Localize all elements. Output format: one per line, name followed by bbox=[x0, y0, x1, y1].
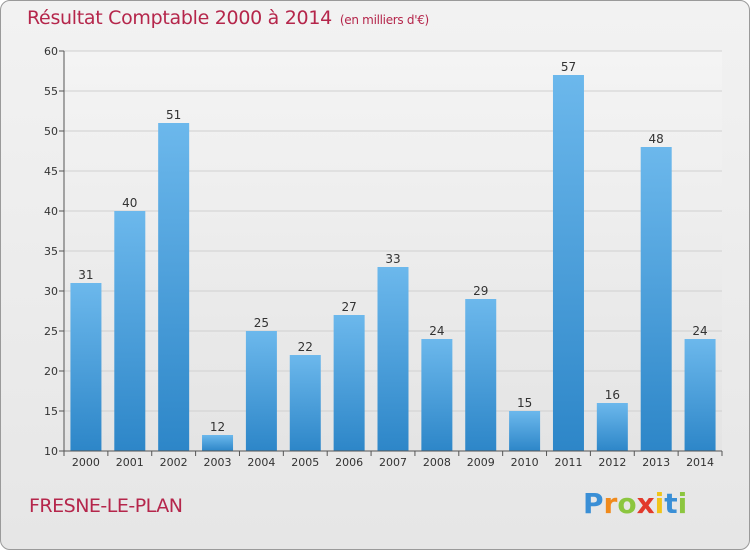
bar-2005 bbox=[289, 355, 321, 451]
bar-2001 bbox=[114, 211, 146, 451]
logo-letter-o: o bbox=[617, 487, 637, 520]
x-tick-label-2009: 2009 bbox=[467, 456, 495, 469]
x-tick-label-2002: 2002 bbox=[160, 456, 188, 469]
x-tick-label-2003: 2003 bbox=[204, 456, 232, 469]
x-tick-label-2000: 2000 bbox=[72, 456, 100, 469]
value-label-2014: 24 bbox=[692, 324, 707, 338]
bar-2008 bbox=[421, 339, 453, 451]
value-label-2010: 15 bbox=[517, 396, 532, 410]
logo-letter-i2: i bbox=[677, 487, 688, 520]
x-tick-label-2011: 2011 bbox=[554, 456, 582, 469]
bar-2004 bbox=[245, 331, 277, 451]
logo-letter-x: x bbox=[636, 487, 655, 520]
logo-letter-i1: i bbox=[654, 487, 665, 520]
value-label-2003: 12 bbox=[210, 420, 225, 434]
bar-2013 bbox=[640, 147, 672, 451]
x-tick-label-2005: 2005 bbox=[291, 456, 319, 469]
x-tick-label-2004: 2004 bbox=[247, 456, 275, 469]
value-label-2001: 40 bbox=[122, 196, 137, 210]
bar-2010 bbox=[509, 411, 541, 451]
x-tick-label-2012: 2012 bbox=[598, 456, 626, 469]
value-label-2002: 51 bbox=[166, 108, 181, 122]
y-tick-label-30: 30 bbox=[44, 285, 58, 298]
y-tick-label-25: 25 bbox=[44, 325, 58, 338]
chart-unit: (en milliers d'€) bbox=[339, 13, 429, 27]
value-label-2004: 25 bbox=[254, 316, 269, 330]
x-axis: 2000 2001 2002 2003 2004 2005 2006 2007 2008 2009… bbox=[63, 450, 723, 469]
value-label-2005: 22 bbox=[298, 340, 313, 354]
bar-2003 bbox=[202, 435, 234, 451]
bar-2006 bbox=[333, 315, 365, 451]
y-tick-label-10: 10 bbox=[44, 445, 58, 458]
place-name: FRESNE-LE-PLAN bbox=[29, 495, 183, 517]
y-axis: 10 15 20 25 30 35 40 45 50 55 60 bbox=[44, 45, 65, 458]
y-tick-label-15: 15 bbox=[44, 405, 58, 418]
bar-2007 bbox=[377, 267, 409, 451]
proxiti-logo[interactable]: Proxiti bbox=[583, 487, 687, 520]
bar-2011 bbox=[552, 75, 584, 451]
x-tick-label-2008: 2008 bbox=[423, 456, 451, 469]
y-tick-label-60: 60 bbox=[44, 45, 58, 58]
logo-letter-p: P bbox=[583, 487, 604, 520]
value-label-2012: 16 bbox=[605, 388, 620, 402]
value-label-2007: 33 bbox=[385, 252, 400, 266]
logo-letter-t: t bbox=[664, 487, 678, 520]
logo-letter-r: r bbox=[603, 487, 618, 520]
x-tick-label-2013: 2013 bbox=[642, 456, 670, 469]
y-tick-label-20: 20 bbox=[44, 365, 58, 378]
bar-2014 bbox=[684, 339, 716, 451]
bar-2000 bbox=[70, 283, 102, 451]
bar-2012 bbox=[596, 403, 628, 451]
chart-title: Résultat Comptable 2000 à 2014 (en millie… bbox=[27, 7, 429, 29]
y-tick-label-40: 40 bbox=[44, 205, 58, 218]
value-label-2013: 48 bbox=[649, 132, 664, 146]
x-tick-label-2001: 2001 bbox=[116, 456, 144, 469]
value-label-2008: 24 bbox=[429, 324, 444, 338]
value-label-2006: 27 bbox=[341, 300, 356, 314]
y-tick-label-45: 45 bbox=[44, 165, 58, 178]
chart-title-text: Résultat Comptable 2000 à 2014 bbox=[27, 7, 332, 29]
bars: 31 40 51 12 25 22 27 33 24 29 15 57 16 48 24 bbox=[70, 60, 716, 451]
bar-2009 bbox=[465, 299, 497, 451]
x-tick-label-2014: 2014 bbox=[686, 456, 714, 469]
y-tick-label-35: 35 bbox=[44, 245, 58, 258]
y-tick-label-55: 55 bbox=[44, 85, 58, 98]
value-label-2011: 57 bbox=[561, 60, 576, 74]
x-tick-label-2010: 2010 bbox=[511, 456, 539, 469]
x-tick-label-2007: 2007 bbox=[379, 456, 407, 469]
y-tick-label-50: 50 bbox=[44, 125, 58, 138]
value-label-2000: 31 bbox=[78, 268, 93, 282]
x-tick-label-2006: 2006 bbox=[335, 456, 363, 469]
value-label-2009: 29 bbox=[473, 284, 488, 298]
bar-2002 bbox=[158, 123, 190, 451]
